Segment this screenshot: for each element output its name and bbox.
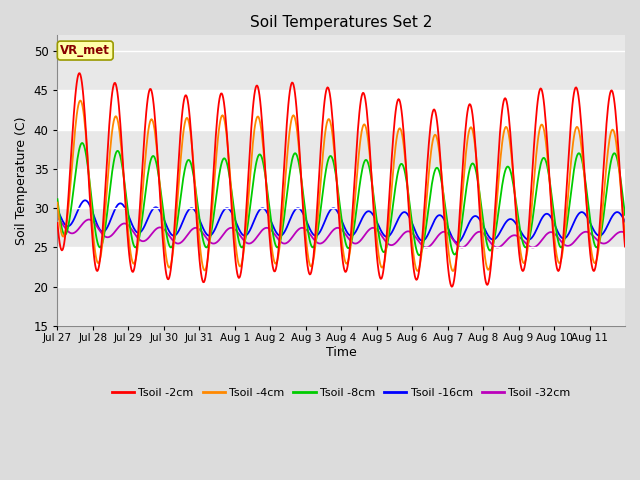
X-axis label: Time: Time <box>326 346 356 359</box>
Bar <box>58 169 625 208</box>
Bar <box>58 51 625 90</box>
Bar <box>58 287 625 326</box>
Bar <box>58 208 625 248</box>
Bar <box>58 90 625 130</box>
Title: Soil Temperatures Set 2: Soil Temperatures Set 2 <box>250 15 433 30</box>
Bar <box>58 130 625 169</box>
Y-axis label: Soil Temperature (C): Soil Temperature (C) <box>15 117 28 245</box>
Bar <box>58 248 625 287</box>
Text: VR_met: VR_met <box>60 44 110 57</box>
Legend: Tsoil -2cm, Tsoil -4cm, Tsoil -8cm, Tsoil -16cm, Tsoil -32cm: Tsoil -2cm, Tsoil -4cm, Tsoil -8cm, Tsoi… <box>108 384 575 403</box>
